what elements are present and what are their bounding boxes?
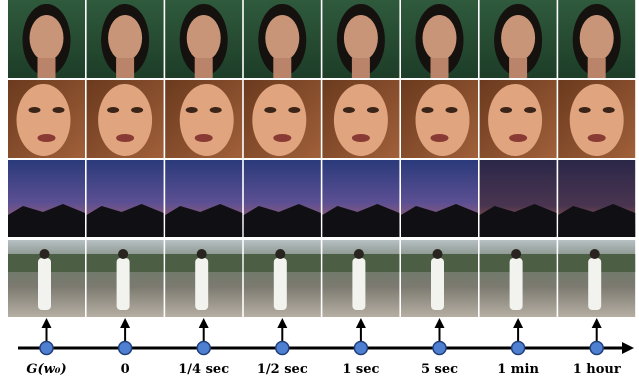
mouth — [38, 134, 56, 142]
eye — [343, 107, 355, 113]
neck — [116, 58, 134, 78]
eye — [367, 107, 379, 113]
pointer-head — [592, 318, 602, 328]
mouth — [431, 134, 449, 142]
time-dot — [119, 342, 132, 355]
face — [30, 15, 64, 61]
neck — [38, 58, 56, 78]
figure-head — [354, 249, 364, 259]
figure-body — [38, 258, 51, 310]
face — [423, 15, 457, 61]
figure-body — [431, 258, 444, 310]
figure-body — [195, 258, 208, 310]
face — [98, 84, 152, 156]
eye — [500, 107, 512, 113]
pointer-head — [277, 318, 287, 328]
figure-head — [275, 249, 285, 259]
time-dot — [354, 342, 367, 355]
face — [580, 15, 614, 61]
mouth — [195, 134, 213, 142]
time-label: 1 min — [497, 362, 539, 377]
pointer-head — [42, 318, 52, 328]
time-dot — [590, 342, 603, 355]
neck — [588, 58, 606, 78]
pointer-head — [356, 318, 366, 328]
face — [501, 15, 535, 61]
neck — [431, 58, 449, 78]
eye — [524, 107, 536, 113]
face — [180, 84, 234, 156]
figure-head — [197, 249, 207, 259]
pointer-head — [199, 318, 209, 328]
time-dot — [512, 342, 525, 355]
face — [334, 84, 388, 156]
time-dot — [40, 342, 53, 355]
figure-body — [510, 258, 523, 310]
pointer-head — [435, 318, 445, 328]
time-label: 1 hour — [573, 362, 621, 377]
mouth — [509, 134, 527, 142]
eye — [186, 107, 198, 113]
eye — [53, 107, 65, 113]
axis-arrowhead — [622, 342, 634, 354]
figure-body — [274, 258, 287, 310]
face — [344, 15, 378, 61]
eye — [264, 107, 276, 113]
mouth — [588, 134, 606, 142]
face — [187, 15, 221, 61]
figure-head — [590, 249, 600, 259]
eye — [288, 107, 300, 113]
eye — [422, 107, 434, 113]
figure-head — [40, 249, 50, 259]
face — [265, 15, 299, 61]
time-label: 1/2 sec — [257, 362, 308, 377]
face — [17, 84, 71, 156]
timeline: G(w₀) 0 1/4 sec 1/2 sec 1 sec 5 sec 1 min 1 hou… — [18, 318, 634, 377]
neck — [273, 58, 291, 78]
mouth — [352, 134, 370, 142]
eye — [29, 107, 41, 113]
time-label: G(w₀) — [26, 362, 66, 377]
pointer-head — [120, 318, 130, 328]
time-label: 0 — [121, 362, 130, 377]
time-label: 5 sec — [421, 362, 458, 377]
time-label: 1/4 sec — [178, 362, 229, 377]
page: G(w₀) 0 1/4 sec 1/2 sec 1 sec 5 sec 1 min 1 hou… — [0, 0, 639, 381]
eye — [603, 107, 615, 113]
figure-body — [588, 258, 601, 310]
mouth — [273, 134, 291, 142]
face — [108, 15, 142, 61]
figure: G(w₀) 0 1/4 sec 1/2 sec 1 sec 5 sec 1 min 1 hou… — [0, 0, 639, 381]
face — [252, 84, 306, 156]
eye — [446, 107, 458, 113]
neck — [195, 58, 213, 78]
eye — [107, 107, 119, 113]
neck — [352, 58, 370, 78]
time-dot — [433, 342, 446, 355]
image-grid — [8, 0, 635, 317]
figure-body — [117, 258, 130, 310]
time-dot — [276, 342, 289, 355]
time-label: 1 sec — [342, 362, 379, 377]
figure-head — [118, 249, 128, 259]
face — [416, 84, 470, 156]
pointer-head — [513, 318, 523, 328]
eye — [579, 107, 591, 113]
figure-head — [433, 249, 443, 259]
time-dot — [197, 342, 210, 355]
face — [570, 84, 624, 156]
figure-body — [352, 258, 365, 310]
figure-head — [511, 249, 521, 259]
mouth — [116, 134, 134, 142]
eye — [210, 107, 222, 113]
face — [488, 84, 542, 156]
neck — [509, 58, 527, 78]
eye — [131, 107, 143, 113]
